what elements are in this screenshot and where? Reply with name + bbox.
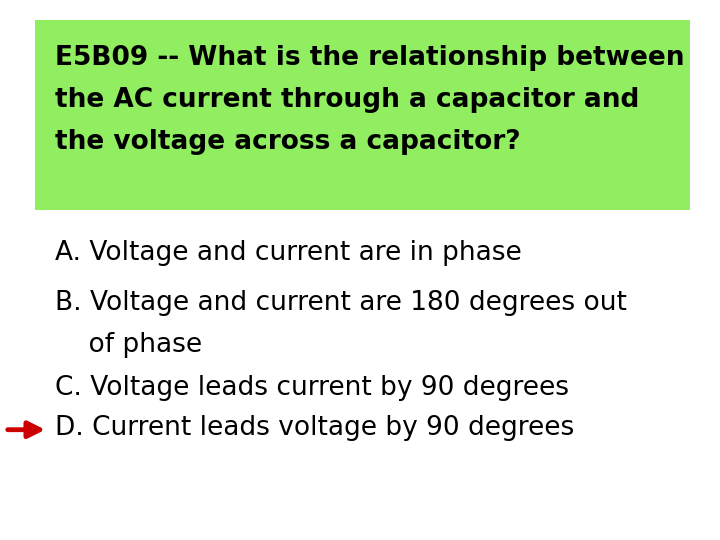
Text: A. Voltage and current are in phase: A. Voltage and current are in phase	[55, 240, 522, 266]
Text: of phase: of phase	[55, 332, 202, 358]
Text: C. Voltage leads current by 90 degrees: C. Voltage leads current by 90 degrees	[55, 375, 569, 401]
Text: D. Current leads voltage by 90 degrees: D. Current leads voltage by 90 degrees	[55, 415, 575, 441]
Text: E5B09 -- What is the relationship between: E5B09 -- What is the relationship betwee…	[55, 45, 685, 71]
Bar	[35, 20, 690, 210]
Text: B. Voltage and current are 180 degrees out: B. Voltage and current are 180 degrees o…	[55, 290, 627, 316]
Text: the voltage across a capacitor?: the voltage across a capacitor?	[55, 129, 521, 155]
Text: the AC current through a capacitor and: the AC current through a capacitor and	[55, 87, 639, 113]
